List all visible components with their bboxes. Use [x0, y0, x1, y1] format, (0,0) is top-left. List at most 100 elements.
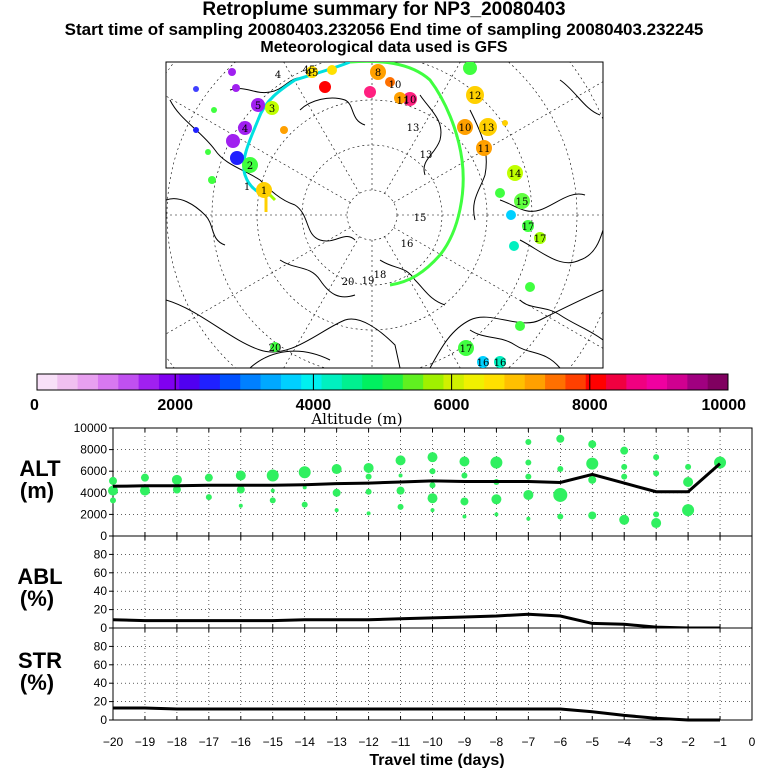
- altitude-point: [523, 489, 534, 500]
- cluster-label: 45: [306, 68, 319, 79]
- x-tick-label: −17: [199, 735, 220, 749]
- cluster-label: 11: [478, 144, 491, 155]
- cluster-point: [230, 151, 244, 165]
- cluster-point: [515, 321, 525, 331]
- cluster-label: 5: [255, 101, 261, 112]
- cluster-point: [232, 84, 240, 92]
- cluster-point: [514, 193, 530, 209]
- altitude-point: [395, 455, 406, 466]
- altitude-point: [653, 511, 660, 518]
- cluster-point: [457, 119, 473, 135]
- cluster-point: [228, 68, 236, 76]
- cluster-label: 2: [247, 161, 253, 172]
- altitude-point: [525, 473, 532, 480]
- x-tick-label: −3: [649, 735, 663, 749]
- y-tick-label: 0: [100, 529, 107, 543]
- colorbar-swatch: [158, 374, 180, 390]
- cluster-label: 3: [269, 104, 275, 115]
- colorbar-swatch: [219, 374, 241, 390]
- colorbar-swatch: [77, 374, 99, 390]
- cluster-point: [205, 149, 211, 155]
- cluster-label: 10: [404, 95, 417, 106]
- cluster-point: [193, 127, 199, 133]
- cluster-label: 17: [534, 234, 547, 245]
- altitude-point: [397, 503, 404, 510]
- altitude-point: [525, 439, 532, 446]
- cluster-point: [238, 121, 252, 135]
- altitude-point: [430, 508, 435, 513]
- y-tick-label: 60: [94, 658, 108, 672]
- colorbar-swatch: [707, 374, 729, 390]
- cluster-point: [327, 65, 337, 75]
- colorbar-swatch: [280, 374, 302, 390]
- altitude-point: [685, 463, 692, 470]
- altitude-point: [238, 503, 243, 508]
- colorbar-swatch: [484, 374, 505, 390]
- colorbar-tick-label: 4000: [296, 397, 332, 414]
- cluster-point: [193, 86, 199, 92]
- altitude-point: [588, 511, 597, 520]
- y-tick-label: 8000: [80, 443, 107, 457]
- str-panel: 0 20 40 60 80 STR(%): [18, 627, 753, 727]
- altitude-point: [302, 485, 307, 490]
- colorbar-swatch: [443, 374, 465, 390]
- cluster-label: 17: [460, 344, 473, 355]
- cluster-point: [458, 340, 474, 356]
- altitude-point: [653, 454, 660, 461]
- coastline: [499, 193, 586, 212]
- x-tick-label: −19: [135, 735, 156, 749]
- cluster-label: 11: [397, 96, 410, 107]
- cluster-label: 4: [242, 124, 248, 135]
- y-tick-label: 80: [94, 547, 108, 561]
- abl-line: [112, 612, 720, 630]
- altitude-point: [490, 456, 503, 469]
- altitude-point: [620, 446, 629, 455]
- x-tick-label: −13: [326, 735, 347, 749]
- altitude-colorbar: 0 2000 4000 6000 8000 10000 Altitude (m): [30, 373, 746, 428]
- cluster-point: [364, 86, 376, 98]
- x-tick-label: −18: [167, 735, 188, 749]
- colorbar-swatch: [341, 374, 363, 390]
- str-frame: [112, 627, 753, 721]
- colorbar-swatch: [57, 374, 79, 390]
- colorbar-swatch: [240, 374, 262, 390]
- y-tick-label: 20: [94, 603, 108, 617]
- altitude-point: [525, 459, 532, 466]
- y-tick-label: 80: [94, 639, 108, 653]
- altitude-point: [365, 473, 372, 480]
- colorbar-swatch: [118, 374, 140, 390]
- map-graticule: [166, 62, 603, 368]
- altitude-point: [557, 466, 564, 473]
- colorbar-swatch: [524, 374, 546, 390]
- trajectory-segment: [268, 193, 277, 202]
- altitude-point: [619, 514, 630, 525]
- cluster-label: 13: [407, 123, 420, 134]
- coastline: [519, 299, 603, 341]
- coastline: [429, 289, 603, 368]
- abl-panel: 0 20 40 60 80 ABL(%): [17, 535, 753, 635]
- cluster-point: [306, 66, 318, 78]
- y-tick-label: 0: [100, 621, 107, 635]
- cluster-label: 8: [375, 68, 381, 79]
- colorbar-tick-label: 0: [30, 397, 39, 414]
- y-tick-label: 6000: [80, 464, 107, 478]
- altitude-point: [204, 473, 213, 482]
- altitude-point: [301, 501, 308, 508]
- colorbar-swatch: [565, 374, 587, 390]
- coastline: [294, 204, 356, 242]
- altitude-point: [205, 494, 212, 501]
- altitude-point: [235, 470, 246, 481]
- cluster-label: 20: [342, 277, 355, 288]
- altitude-point: [494, 512, 499, 517]
- y-axis-label: STR: [18, 648, 62, 673]
- coastline: [559, 79, 601, 116]
- cluster-point: [208, 176, 216, 184]
- altitude-point: [653, 470, 660, 477]
- colorbar-title: Altitude (m): [310, 410, 402, 428]
- colorbar-swatch: [626, 374, 648, 390]
- altitude-point: [461, 472, 468, 479]
- map-coastlines: [166, 77, 603, 368]
- abl-frame: [112, 535, 753, 629]
